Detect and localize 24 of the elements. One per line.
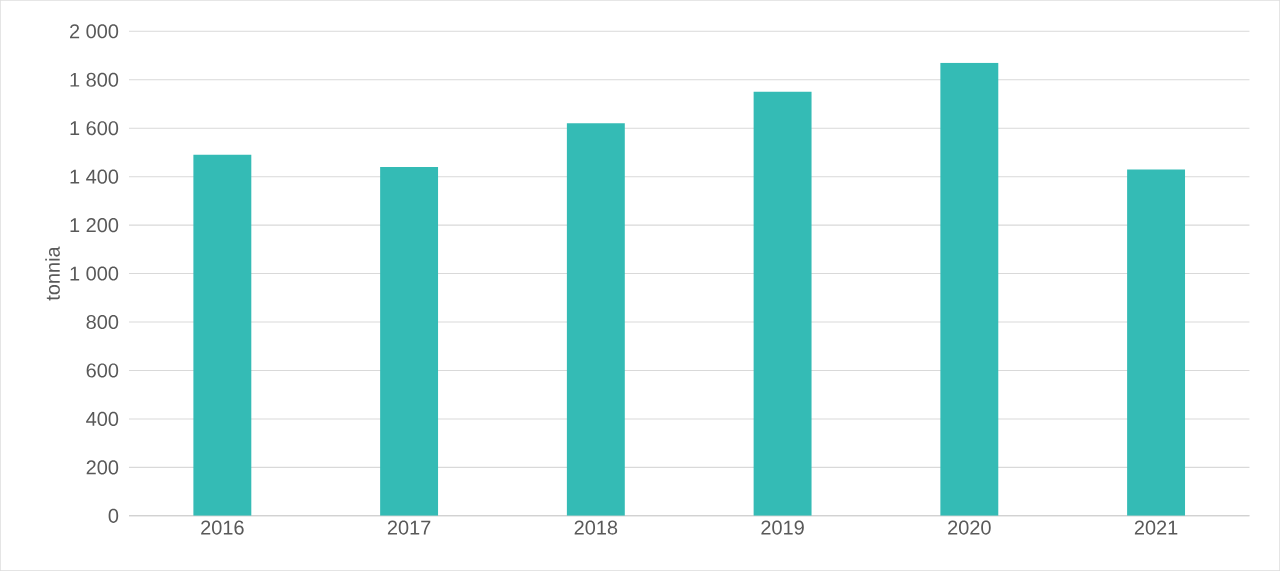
y-tick-label: 1 200 <box>70 218 119 233</box>
y-tick-label: 1 000 <box>70 266 119 281</box>
y-tick-label: 400 <box>86 411 119 426</box>
bar <box>380 166 439 516</box>
y-tick-label: 2 000 <box>70 24 119 39</box>
bar <box>753 91 812 516</box>
x-tick-label: 2021 <box>1134 520 1178 535</box>
y-tick-label: 1 600 <box>70 121 119 136</box>
x-tick-label: 2018 <box>574 520 618 535</box>
y-tick-label: 1 800 <box>70 72 119 87</box>
y-tick-label: 1 400 <box>70 169 119 184</box>
y-tick-label: 800 <box>86 314 119 330</box>
x-tick-label: 2020 <box>948 520 991 535</box>
x-tick-label: 2016 <box>201 520 244 535</box>
y-tick-label: 600 <box>86 363 119 378</box>
x-tick-label: 2017 <box>387 520 431 535</box>
x-tick-label: 2019 <box>761 520 804 535</box>
y-axis-title: tonnia <box>45 246 60 301</box>
y-tick-label: 200 <box>86 460 119 475</box>
bar <box>940 62 999 516</box>
bar <box>193 154 252 516</box>
y-tick-label: 0 <box>108 508 119 523</box>
bar <box>1127 169 1186 516</box>
bar <box>566 123 625 516</box>
